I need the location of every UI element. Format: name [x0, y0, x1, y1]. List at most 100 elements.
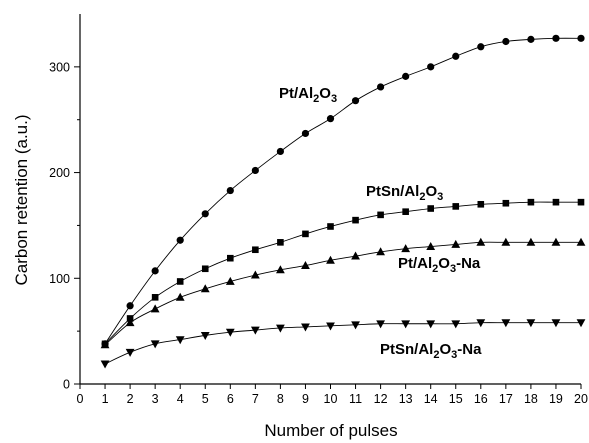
series-line-3 — [104, 241, 581, 346]
y-axis-title: Carbon retention (a.u.) — [12, 114, 31, 285]
data-point-series-2 — [327, 223, 334, 230]
data-point-series-2 — [201, 265, 209, 273]
x-tick-label: 5 — [202, 392, 209, 406]
data-point-series-3 — [326, 255, 335, 264]
x-tick-label: 4 — [177, 392, 184, 406]
x-tick-label: 6 — [227, 392, 234, 406]
data-point-series-4 — [301, 323, 310, 332]
x-ticks: 0 1 2 3 4 5 6 7 8 9 10 11 12 13 14 15 16 17 18 19 20 — [77, 384, 588, 406]
x-tick-label: 17 — [499, 392, 513, 406]
data-point-series-3 — [351, 251, 360, 260]
annotation-ptsn-al2o3-na: PtSn/Al2O3-Na — [380, 341, 482, 361]
annotation-pt-al2o3-na: Pt/Al2O3-Na — [398, 255, 481, 275]
data-point-series-2 — [502, 199, 510, 207]
data-point-series-2 — [552, 198, 560, 206]
data-point-series-4 — [150, 340, 160, 349]
x-tick-label: 10 — [324, 392, 338, 406]
annotation-ptsn-al2o3: PtSn/Al2O3 — [366, 183, 443, 203]
x-tick-label: 16 — [474, 392, 488, 406]
y-tick-label: 200 — [49, 166, 70, 180]
data-point-series-1 — [301, 129, 310, 138]
data-point-series-1 — [427, 63, 435, 71]
series-line-4 — [104, 322, 581, 365]
x-tick-label: 18 — [524, 392, 538, 406]
x-tick-label: 13 — [399, 392, 413, 406]
x-tick-label: 7 — [252, 392, 259, 406]
data-point-series-1 — [377, 83, 385, 91]
data-point-series-2 — [352, 216, 359, 224]
data-point-series-3 — [451, 239, 461, 248]
data-point-series-2 — [477, 200, 485, 208]
y-tick-label: 100 — [49, 272, 70, 286]
data-point-series-4 — [125, 348, 135, 357]
x-axis-title: Number of pulses — [264, 421, 397, 440]
data-point-series-3 — [551, 237, 561, 246]
data-point-series-1 — [552, 34, 560, 42]
x-tick-label: 20 — [574, 392, 588, 406]
data-point-series-4 — [250, 326, 260, 335]
data-point-series-4 — [200, 331, 210, 340]
data-point-series-2 — [302, 230, 309, 238]
data-point-series-2 — [402, 208, 409, 215]
data-point-series-1 — [502, 37, 510, 46]
data-point-series-3 — [276, 265, 285, 274]
data-point-series-2 — [227, 254, 234, 262]
data-point-series-1 — [351, 97, 360, 105]
data-point-series-4 — [451, 320, 461, 329]
data-point-series-3 — [426, 241, 436, 250]
data-point-series-4 — [526, 319, 536, 328]
y-ticks: 0 100 200 300 — [49, 60, 80, 392]
x-tick-label: 1 — [102, 392, 109, 406]
data-point-series-4 — [426, 320, 436, 329]
data-point-series-2 — [252, 246, 259, 254]
data-point-series-3 — [301, 261, 310, 269]
x-tick-label: 9 — [302, 392, 309, 406]
data-point-series-1 — [126, 302, 134, 310]
data-point-series-4 — [401, 320, 411, 329]
data-point-series-3 — [175, 292, 185, 301]
data-point-series-1 — [151, 267, 159, 275]
x-tick-label: 11 — [349, 392, 362, 406]
data-point-series-1 — [201, 210, 209, 218]
data-point-series-4 — [551, 319, 561, 328]
data-point-series-1 — [402, 72, 410, 80]
data-point-series-1 — [577, 34, 585, 42]
y-tick-label: 0 — [63, 378, 70, 392]
series-layer — [100, 34, 586, 369]
data-point-series-1 — [251, 166, 259, 175]
data-point-series-4 — [276, 324, 285, 333]
data-point-series-1 — [276, 147, 284, 156]
data-point-series-3 — [200, 284, 210, 293]
data-point-series-3 — [125, 318, 135, 327]
data-point-series-2 — [527, 198, 535, 206]
data-point-series-2 — [151, 294, 159, 301]
x-tick-label: 14 — [424, 392, 438, 406]
data-point-series-1 — [477, 43, 485, 51]
data-point-series-1 — [326, 115, 335, 123]
data-point-series-1 — [527, 35, 535, 43]
data-point-series-3 — [476, 237, 486, 246]
data-point-series-4 — [351, 321, 360, 330]
x-tick-label: 0 — [77, 392, 84, 406]
x-tick-label: 15 — [449, 392, 463, 406]
x-tick-label: 8 — [277, 392, 284, 406]
y-tick-label: 300 — [49, 60, 70, 74]
data-point-series-2 — [577, 198, 585, 206]
data-point-series-1 — [452, 52, 460, 60]
data-point-series-3 — [526, 237, 536, 246]
data-point-series-3 — [376, 247, 385, 256]
data-point-series-4 — [376, 320, 385, 329]
data-point-series-4 — [100, 360, 110, 369]
data-point-series-3 — [501, 237, 511, 246]
annotations: Pt/Al2O3 PtSn/Al2O3 Pt/Al2O3-Na PtSn/Al2… — [279, 85, 482, 361]
data-point-series-4 — [326, 322, 335, 331]
data-point-series-2 — [427, 205, 434, 212]
data-point-series-4 — [175, 336, 185, 345]
x-tick-label: 19 — [549, 392, 563, 406]
data-point-series-4 — [225, 328, 235, 337]
data-point-series-3 — [401, 244, 411, 253]
data-point-series-3 — [100, 340, 110, 349]
data-point-series-1 — [176, 236, 184, 244]
